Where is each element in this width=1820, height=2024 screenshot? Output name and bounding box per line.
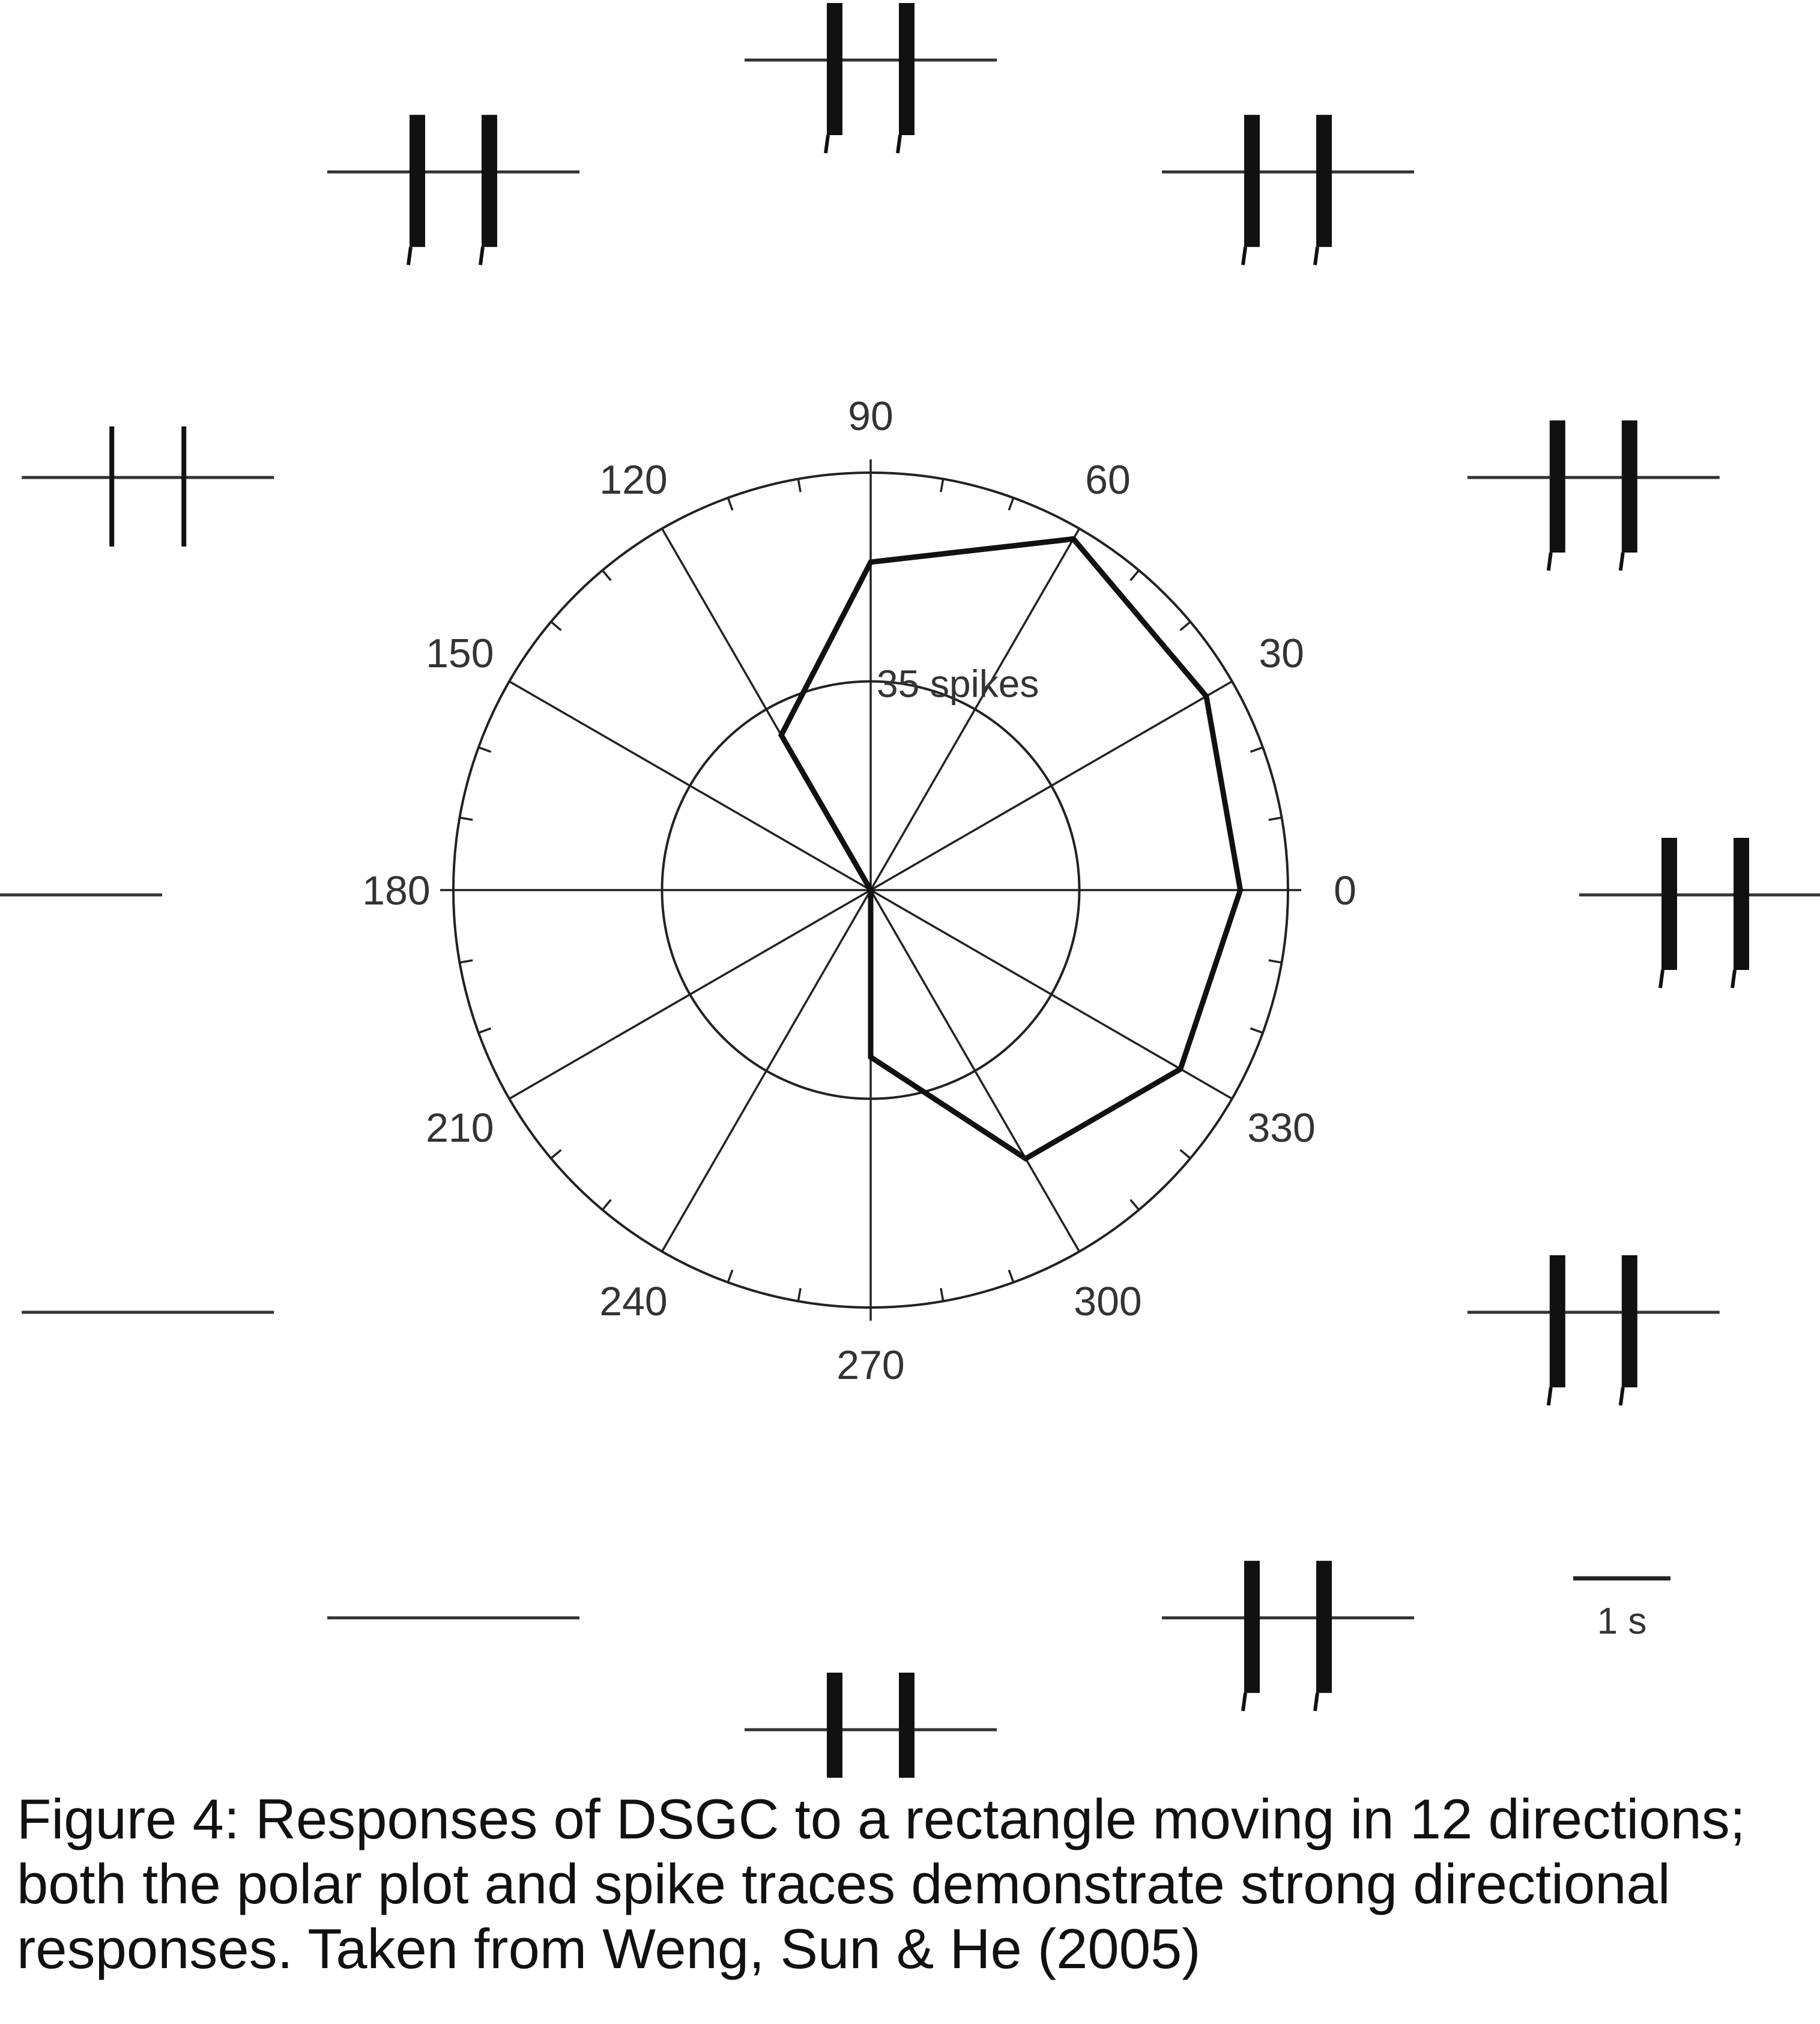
minor-tick-40 xyxy=(1179,620,1191,631)
spike-burst-1 xyxy=(109,426,115,547)
spike-burst-2 xyxy=(1621,1255,1637,1387)
polar-tick-labels: 0 30 60 90 120 150 180 210 240 270 300 330 xyxy=(362,393,1356,1388)
spike-tail-2 xyxy=(1313,1692,1319,1712)
spoke-60 xyxy=(869,528,1081,891)
angle-label-120: 120 xyxy=(599,457,667,503)
spike-tail-1 xyxy=(1241,1692,1247,1712)
angle-label-180: 180 xyxy=(362,868,430,914)
minor-tick-340 xyxy=(1250,1027,1263,1034)
spike-tail-2 xyxy=(1618,1387,1625,1406)
spike-tail-1 xyxy=(407,246,413,265)
angle-label-90: 90 xyxy=(848,393,893,439)
spike-burst-2 xyxy=(1734,838,1749,970)
figure-caption: Figure 4: Responses of DSGC to a rectang… xyxy=(17,1787,1746,1980)
spike-tail-1 xyxy=(824,135,830,154)
spike-burst-1 xyxy=(827,3,842,135)
spoke-300 xyxy=(869,889,1081,1252)
spike-burst-1 xyxy=(1549,1255,1565,1387)
spike-tail-1 xyxy=(1241,246,1247,265)
minor-tick-320 xyxy=(1179,1149,1191,1160)
spike-tail-2 xyxy=(479,246,485,265)
minor-tick-220 xyxy=(550,1149,562,1160)
angle-label-30: 30 xyxy=(1259,631,1304,676)
spike-trace-90 xyxy=(745,3,997,154)
minor-tick-110 xyxy=(727,497,734,511)
spike-burst-1 xyxy=(1661,838,1677,970)
spike-tail-1 xyxy=(1546,552,1553,571)
spike-trace-270 xyxy=(745,1673,997,1778)
spike-burst-1 xyxy=(1244,115,1260,247)
spike-burst-1 xyxy=(1244,1560,1260,1693)
angle-label-270: 270 xyxy=(836,1342,904,1388)
spike-burst-2 xyxy=(899,1673,915,1778)
spike-traces xyxy=(0,3,1820,1778)
spike-trace-60 xyxy=(1162,115,1414,265)
spike-tail-2 xyxy=(1313,246,1319,265)
response-polygon xyxy=(778,536,1244,1162)
angle-label-300: 300 xyxy=(1074,1279,1141,1324)
minor-tick-100 xyxy=(797,479,802,492)
minor-tick-250 xyxy=(727,1269,734,1283)
spike-burst-2 xyxy=(899,3,915,135)
angle-label-0: 0 xyxy=(1334,868,1356,914)
spike-burst-2 xyxy=(1316,1560,1332,1693)
spike-burst-2 xyxy=(1316,115,1332,247)
spoke-240 xyxy=(661,889,872,1252)
spike-tail-1 xyxy=(1658,969,1664,989)
spike-trace-0 xyxy=(1579,838,1820,989)
angle-label-330: 330 xyxy=(1247,1105,1315,1151)
spike-trace-150 xyxy=(22,426,274,547)
scale-bar: 1 s xyxy=(1573,1576,1670,1642)
spike-burst-2 xyxy=(181,426,187,547)
minor-tick-130 xyxy=(601,569,612,581)
minor-tick-80 xyxy=(940,479,945,492)
spike-burst-2 xyxy=(1621,420,1637,553)
spoke-210 xyxy=(509,889,871,1100)
spike-burst-1 xyxy=(827,1673,842,1778)
minor-tick-170 xyxy=(459,816,473,821)
minor-tick-310 xyxy=(1129,1199,1140,1211)
minor-tick-70 xyxy=(1008,497,1015,511)
spike-trace-30 xyxy=(1467,420,1720,571)
minor-tick-10 xyxy=(1268,816,1282,821)
minor-tick-50 xyxy=(1129,569,1140,581)
ring-label: 35 spikes xyxy=(877,662,1039,706)
spike-burst-2 xyxy=(482,115,497,247)
spike-trace-330 xyxy=(1467,1255,1720,1406)
spoke-330 xyxy=(870,889,1233,1100)
minor-tick-200 xyxy=(478,1027,492,1034)
angle-label-240: 240 xyxy=(599,1279,667,1324)
minor-tick-350 xyxy=(1268,959,1282,964)
minor-tick-160 xyxy=(478,746,492,753)
minor-tick-280 xyxy=(940,1288,945,1301)
minor-tick-230 xyxy=(601,1199,612,1211)
spike-burst-1 xyxy=(410,115,425,247)
spike-tail-2 xyxy=(896,135,902,154)
angle-label-60: 60 xyxy=(1085,457,1131,503)
scale-bar-label: 1 s xyxy=(1597,1601,1647,1642)
spike-tail-2 xyxy=(1618,552,1625,571)
minor-tick-260 xyxy=(797,1288,802,1301)
angle-label-150: 150 xyxy=(426,631,494,676)
angle-label-210: 210 xyxy=(426,1105,494,1151)
spike-tail-1 xyxy=(1546,1387,1553,1406)
spoke-150 xyxy=(509,680,871,891)
polar-grid xyxy=(440,459,1301,1321)
minor-tick-20 xyxy=(1250,746,1263,753)
minor-tick-190 xyxy=(459,959,473,964)
spike-trace-300 xyxy=(1162,1560,1414,1712)
minor-tick-140 xyxy=(550,620,562,631)
spike-burst-1 xyxy=(1549,420,1565,553)
polar-figure: 0 30 60 90 120 150 180 210 240 270 300 330 35 spike… xyxy=(0,3,1820,1778)
minor-tick-290 xyxy=(1008,1269,1015,1283)
spoke-30 xyxy=(870,680,1233,891)
spike-trace-120 xyxy=(327,115,579,265)
spike-tail-2 xyxy=(1731,969,1737,989)
